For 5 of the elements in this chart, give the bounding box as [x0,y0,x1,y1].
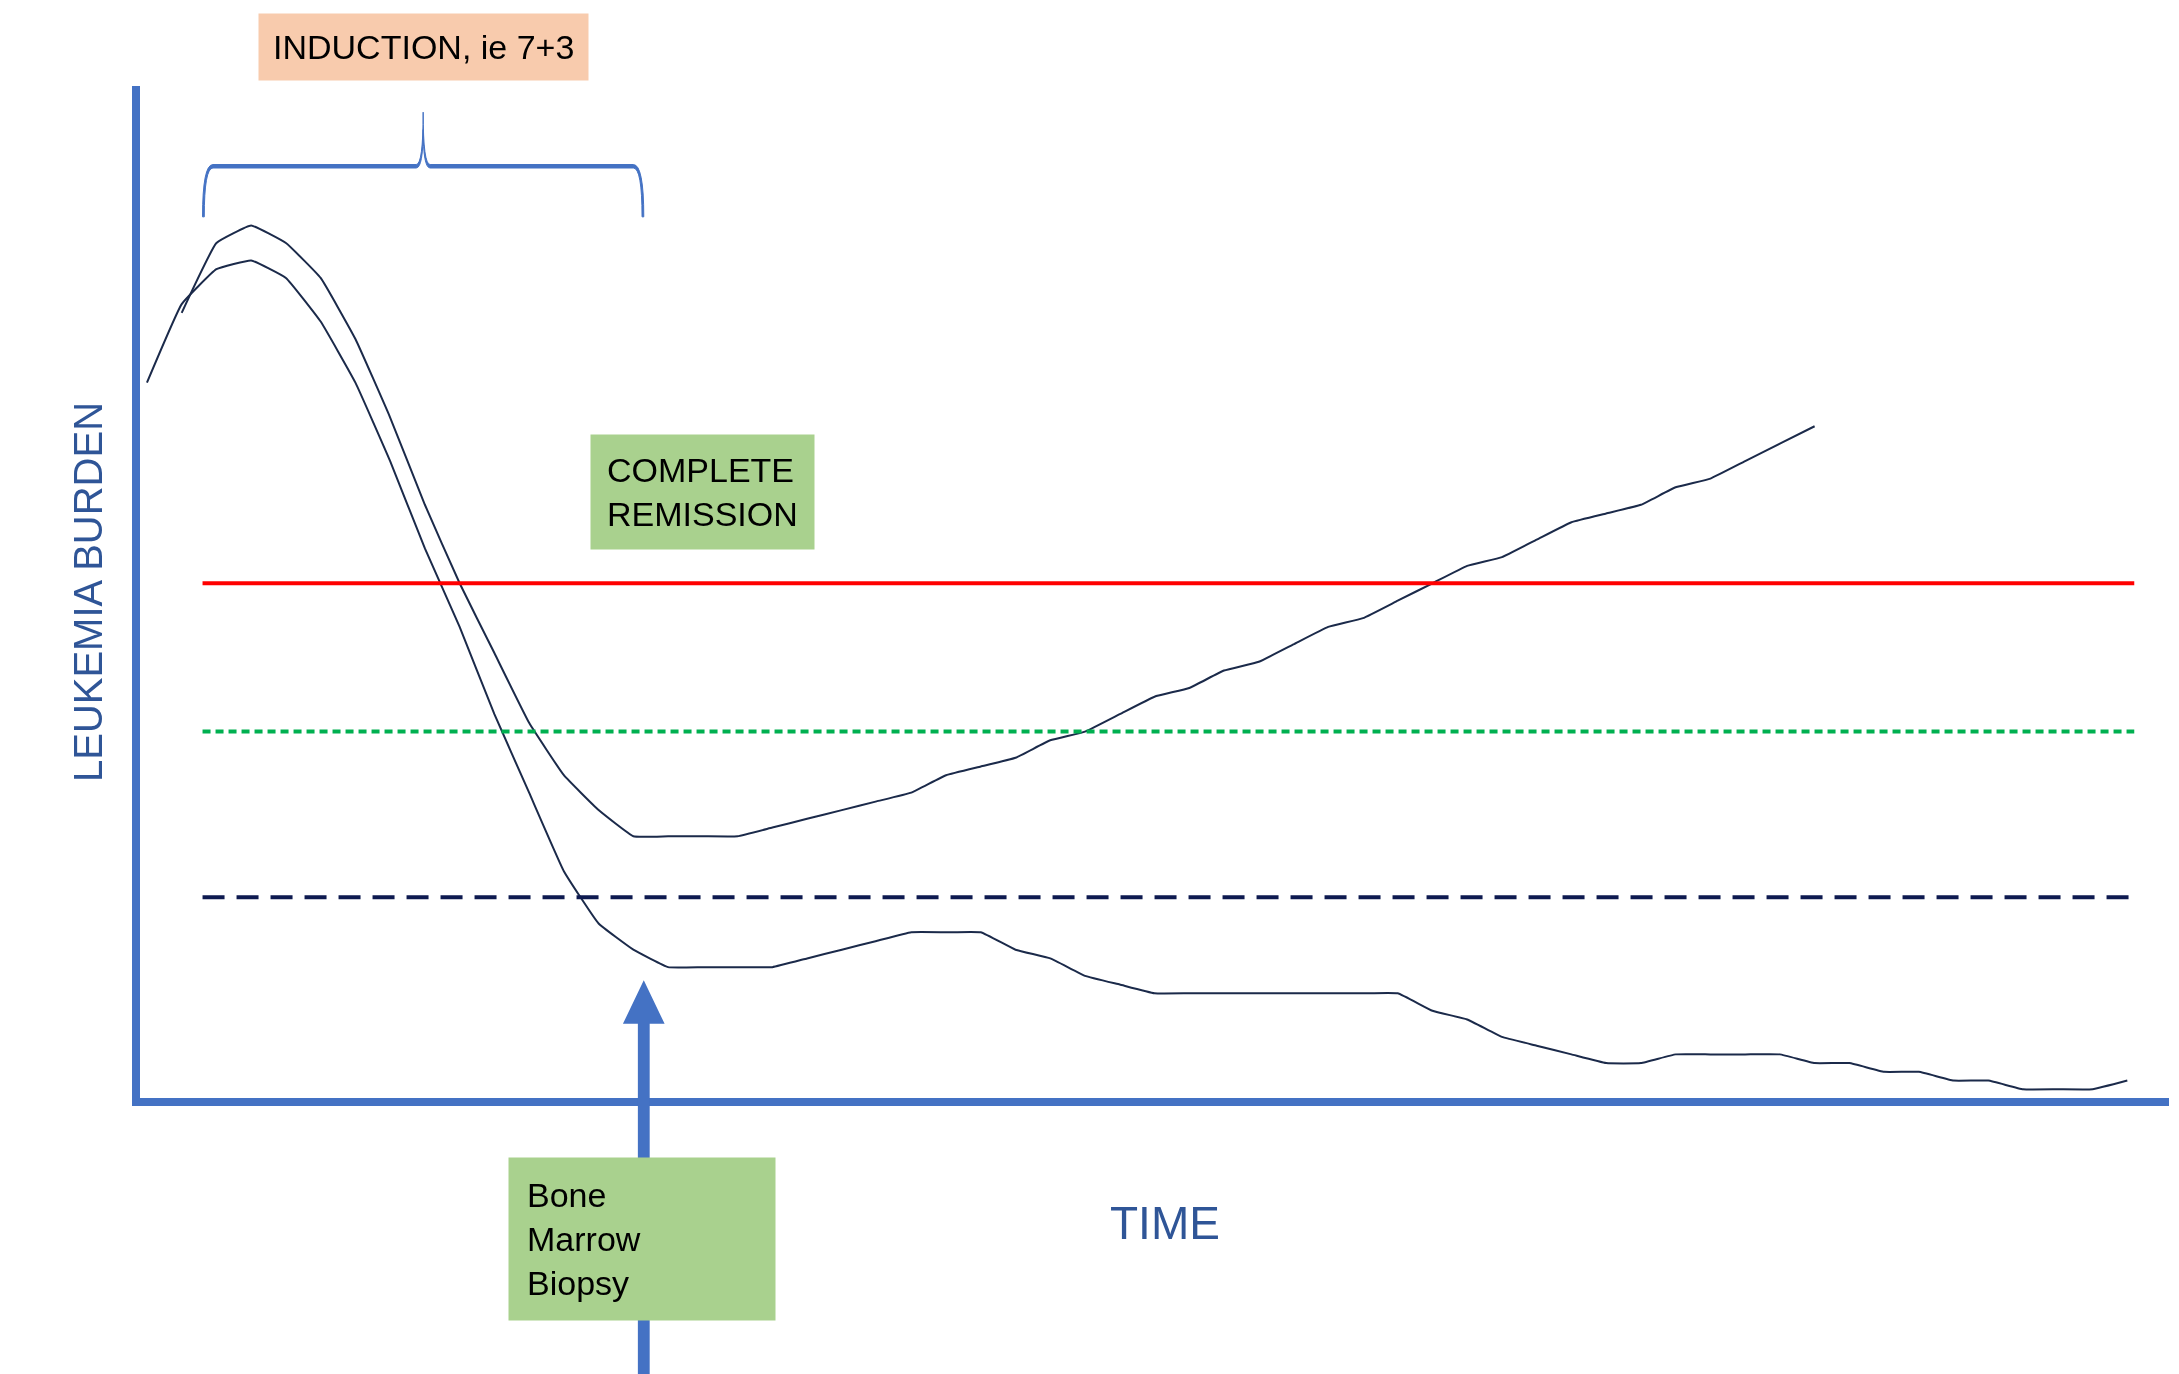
x-axis-title: TIME [1110,1197,1220,1249]
annotation: COMPLETE REMISSION [607,451,798,534]
text: INDUCTION, ie 7+3 [273,28,575,66]
text: Bone Marrow Biopsy [527,1176,641,1303]
y-axis-title: LEUKEMIA BURDEN [66,401,110,783]
